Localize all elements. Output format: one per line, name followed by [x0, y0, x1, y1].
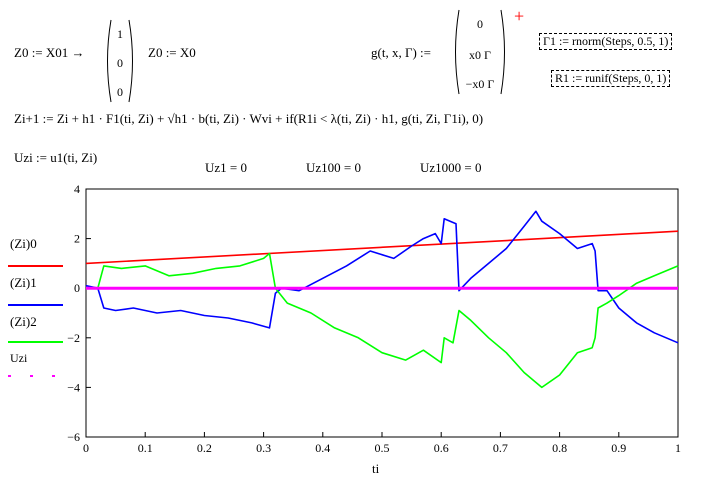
series-line-1: [85, 210, 679, 344]
g-vector-item: x0 Γ: [469, 48, 491, 62]
legend-swatch-series-0: [8, 265, 63, 267]
x-tick-label: 0.7: [493, 441, 508, 455]
r1-definition[interactable]: R1 := runif(Steps, 0, 1): [551, 70, 671, 87]
legend-label-series-0: (Zi)0: [10, 236, 37, 251]
x-tick-label: 0.5: [375, 441, 390, 455]
y-tick-label: 0: [74, 281, 80, 295]
plot-frame: [85, 188, 679, 438]
y-tick-label: −6: [67, 430, 80, 444]
x-tick-label: 0.4: [315, 441, 330, 455]
series-line-2: [86, 252, 679, 389]
y-tick-label: −2: [67, 331, 80, 345]
x-tick-label: 0.6: [434, 441, 449, 455]
uz1000-result[interactable]: Uz1000 = 0: [420, 160, 482, 175]
x-tick-label: 0.2: [197, 441, 212, 455]
uz1-result[interactable]: Uz1 = 0: [205, 160, 247, 175]
uz100-result[interactable]: Uz100 = 0: [306, 160, 361, 175]
x-tick-label: 1: [675, 441, 681, 455]
legend-swatch-series-1: [8, 304, 63, 306]
legend-label-series-3: Uzi: [10, 351, 28, 365]
x-tick-label: 0: [83, 441, 89, 455]
x-tick-label: 0.3: [256, 441, 271, 455]
series-line-0: [85, 230, 679, 265]
legend-label-series-1: (Zi)1: [10, 275, 37, 290]
z0-vector-item: 0: [117, 56, 123, 70]
x-axis-label: ti: [372, 461, 380, 476]
z0-definition[interactable]: Z0 := X01 →: [14, 45, 85, 60]
g-definition[interactable]: g(t, x, Γ) :=: [371, 45, 431, 60]
insertion-plus-marker: +: [514, 6, 525, 26]
z0-vector-item: 0: [117, 85, 123, 99]
legend-swatch-series-3: [8, 375, 63, 377]
recurrence-equation[interactable]: Zi+1 := Zi + h1 · F1(ti, Zi) + √h1 · b(t…: [14, 111, 484, 126]
y-tick-label: 4: [74, 182, 80, 196]
z0-vector-item: 1: [117, 27, 123, 41]
z0-assignment[interactable]: Z0 := X0: [148, 45, 196, 60]
gamma1-definition[interactable]: Γ1 := rnorm(Steps, 0.5, 1): [539, 33, 673, 50]
x-tick-label: 0.1: [138, 441, 153, 455]
uz-definition[interactable]: Uzi := u1(ti, Zi): [14, 150, 98, 165]
x-tick-label: 0.8: [552, 441, 567, 455]
g-vector-item: −x0 Γ: [466, 77, 495, 91]
g-vector: 0 x0 Γ −x0 Γ: [455, 9, 505, 95]
legend-swatch-series-2: [8, 341, 63, 343]
x-tick-label: 0.9: [611, 441, 626, 455]
g-vector-item: 0: [477, 17, 483, 31]
y-tick-label: −4: [67, 380, 80, 394]
z0-vector: 1 0 0: [107, 19, 133, 103]
y-tick-label: 2: [74, 232, 80, 246]
legend-label-series-2: (Zi)2: [10, 314, 37, 329]
